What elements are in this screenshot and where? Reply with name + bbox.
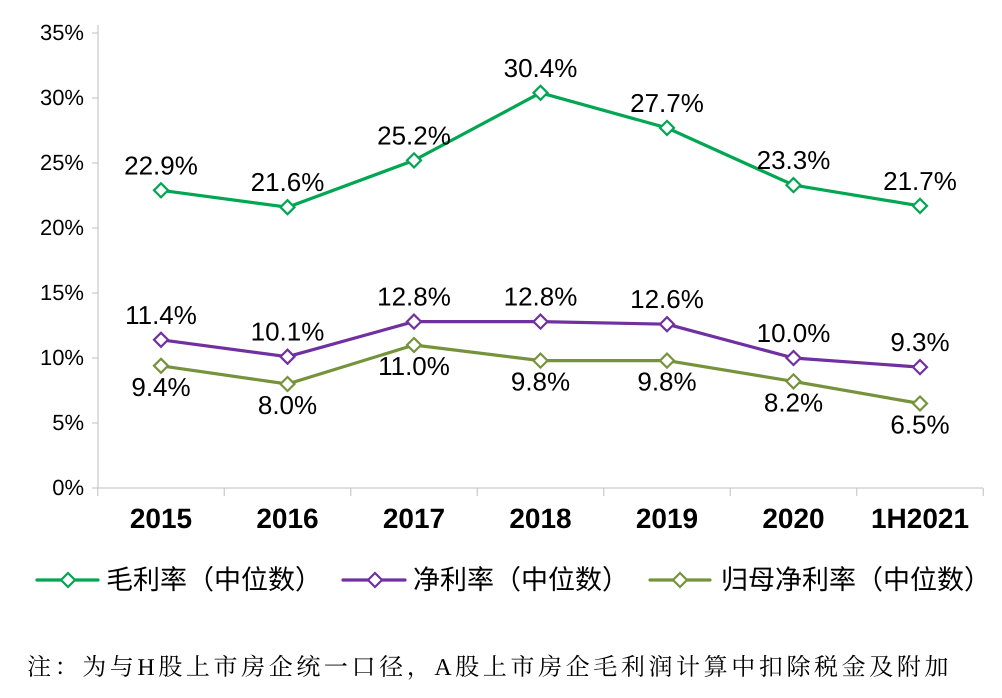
svg-text:8.0%: 8.0% [258,390,317,420]
svg-text:30.4%: 30.4% [504,53,578,83]
svg-text:1H2021: 1H2021 [871,503,969,534]
svg-text:10.1%: 10.1% [251,317,325,347]
svg-text:2018: 2018 [509,503,571,534]
svg-text:9.8%: 9.8% [511,367,570,397]
svg-text:0%: 0% [52,475,84,500]
svg-text:12.6%: 12.6% [630,284,704,314]
svg-text:10.0%: 10.0% [757,318,831,348]
svg-text:27.7%: 27.7% [630,88,704,118]
svg-text:8.2%: 8.2% [764,387,823,417]
svg-text:2019: 2019 [636,503,698,534]
svg-text:20%: 20% [40,215,84,240]
svg-text:2017: 2017 [383,503,445,534]
svg-text:25.2%: 25.2% [377,120,451,150]
svg-text:35%: 35% [40,20,84,45]
svg-text:6.5%: 6.5% [890,410,949,440]
svg-text:22.9%: 22.9% [124,150,198,180]
svg-text:毛利率（中位数）: 毛利率（中位数） [106,565,322,595]
svg-text:10%: 10% [40,345,84,370]
svg-text:2020: 2020 [762,503,824,534]
svg-text:15%: 15% [40,280,84,305]
svg-text:21.6%: 21.6% [251,167,325,197]
svg-text:净利率（中位数）: 净利率（中位数） [413,565,629,595]
svg-text:2016: 2016 [256,503,318,534]
svg-text:9.3%: 9.3% [890,327,949,357]
svg-text:9.8%: 9.8% [637,367,696,397]
svg-text:23.3%: 23.3% [757,145,831,175]
svg-text:11.4%: 11.4% [125,300,197,330]
svg-text:25%: 25% [40,150,84,175]
svg-text:5%: 5% [52,410,84,435]
svg-text:12.8%: 12.8% [377,282,451,312]
svg-text:21.7%: 21.7% [883,166,957,196]
svg-text:9.4%: 9.4% [131,372,190,402]
svg-text:2015: 2015 [130,503,192,534]
svg-text:12.8%: 12.8% [504,282,578,312]
svg-text:30%: 30% [40,85,84,110]
svg-text:11.0%: 11.0% [378,351,450,381]
svg-text:归母净利率（中位数）: 归母净利率（中位数） [721,565,991,595]
